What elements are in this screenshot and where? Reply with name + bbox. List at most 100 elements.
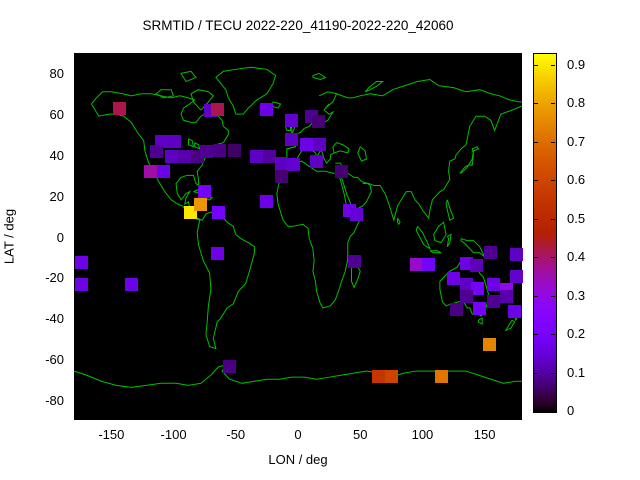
colorbar-tick <box>551 180 555 182</box>
colorbar-tick-label: 0.5 <box>567 210 586 226</box>
coastline-segment <box>358 147 367 161</box>
x-tick-label: 50 <box>352 427 368 442</box>
heatmap-cell <box>460 290 474 304</box>
heatmap-cell <box>213 144 227 158</box>
colorbar-tick-label: 0.8 <box>567 95 586 111</box>
coastline-segment <box>277 161 362 308</box>
heatmap-cell <box>223 359 237 373</box>
heatmap-cell <box>285 114 299 128</box>
coastline-segment <box>216 67 276 114</box>
heatmap-cell <box>249 150 263 164</box>
heatmap-cell <box>460 277 474 291</box>
coastline-segment <box>430 251 441 253</box>
y-tick-label: 60 <box>49 107 64 123</box>
coastline-segment <box>195 143 200 149</box>
x-tick-label: -150 <box>98 427 125 442</box>
heatmap-cell <box>384 369 398 383</box>
heatmap-cell <box>211 205 225 219</box>
colorbar-tick-label: 0 <box>567 403 575 418</box>
heatmap-cell <box>335 165 349 179</box>
colorbar-tick-label: 0.9 <box>567 56 586 72</box>
heatmap-cell <box>486 277 500 291</box>
colorbar-tick <box>534 372 538 374</box>
coastline-segment <box>91 92 254 349</box>
y-tick-label: 40 <box>49 147 64 163</box>
heatmap-cell <box>300 138 314 152</box>
x-tick-label: 0 <box>294 427 302 442</box>
heatmap-cell <box>198 185 212 199</box>
heatmap-cell <box>259 195 273 209</box>
heatmap-cell <box>211 246 225 260</box>
colorbar-tick <box>534 64 538 66</box>
y-tick-label: 80 <box>49 66 64 82</box>
x-tick-label: 150 <box>473 427 496 442</box>
coastline-segment <box>398 218 400 224</box>
coastline-segment <box>447 234 451 246</box>
heatmap-cell <box>165 150 179 164</box>
heatmap-cell <box>509 247 523 261</box>
colorbar-tick <box>534 141 538 143</box>
heatmap-cell <box>112 101 126 115</box>
colorbar-tick <box>551 141 555 143</box>
colorbar-tick <box>551 103 555 105</box>
coastline-segment <box>191 90 213 110</box>
heatmap-cell <box>312 115 326 129</box>
heatmap-cell <box>274 170 288 184</box>
colorbar-tick <box>534 218 538 220</box>
heatmap-cell <box>259 102 273 116</box>
heatmap-cell <box>349 207 363 221</box>
colorbar-tick-label: 0.3 <box>567 287 586 303</box>
y-tick-label: 20 <box>49 188 64 204</box>
colorbar-tick <box>534 180 538 182</box>
heatmap-cell <box>508 305 522 319</box>
colorbar-tick <box>534 334 538 335</box>
colorbar-tick-label: 0.6 <box>567 172 586 188</box>
y-tick-label: -80 <box>45 392 64 408</box>
heatmap-cell <box>124 277 138 291</box>
x-tick-label: 100 <box>411 427 434 442</box>
heatmap-cell <box>499 290 513 304</box>
colorbar-tick <box>534 295 538 297</box>
coastline-segment <box>363 106 522 220</box>
coastline-map <box>74 53 522 420</box>
coastline-segment <box>478 318 482 324</box>
heatmap-cell <box>144 165 158 179</box>
heatmap-cell <box>348 254 362 268</box>
colorbar-tick-label: 0.2 <box>567 326 586 341</box>
coastline-segment <box>506 320 515 330</box>
heatmap-cell <box>285 133 299 147</box>
coastline-segment <box>416 226 430 248</box>
heatmap-cell <box>310 155 324 169</box>
heatmap-cell <box>193 197 207 211</box>
coastline-segment <box>434 222 446 242</box>
x-tick-label: -50 <box>226 427 246 442</box>
heatmap-cell <box>447 272 461 285</box>
heatmap-cell <box>371 369 385 383</box>
heatmap-cell <box>167 135 181 149</box>
heatmap-cell <box>228 144 242 158</box>
coastline-segment <box>313 73 325 79</box>
y-tick-label: -60 <box>45 351 64 367</box>
heatmap-cell <box>486 295 500 309</box>
heatmap-cell <box>74 277 88 291</box>
heatmap-cell <box>471 281 485 295</box>
heatmap-cell <box>450 302 464 316</box>
colorbar-tick-label: 0.1 <box>567 364 586 380</box>
coastline-segment <box>322 143 349 163</box>
coastline-segment <box>461 239 485 257</box>
colorbar-tick <box>551 295 555 297</box>
heatmap-cell <box>509 269 523 283</box>
heatmap-cell <box>154 135 168 149</box>
coastline-segment <box>188 139 193 147</box>
x-axis-label: LON / deg <box>268 452 328 467</box>
coastline-segment <box>365 82 382 92</box>
colorbar-tick <box>551 334 555 335</box>
coastline-segment <box>156 90 173 98</box>
y-tick-label: -40 <box>45 311 64 327</box>
chart-title: SRMTID / TECU 2022-220_41190-2022-220_42… <box>142 18 454 33</box>
heatmap-cell <box>211 102 225 116</box>
coastline-segment <box>181 71 196 81</box>
coastline-segment <box>446 200 453 220</box>
colorbar <box>533 53 557 413</box>
